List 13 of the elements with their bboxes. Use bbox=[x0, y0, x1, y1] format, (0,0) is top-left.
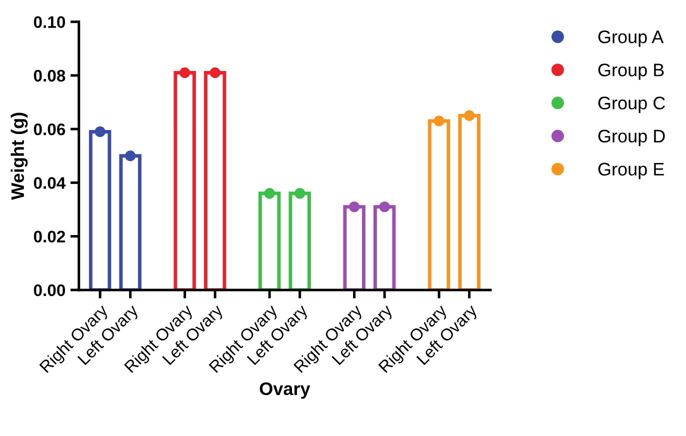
y-tick-label: 0.08 bbox=[34, 70, 66, 82]
y-tick-label: 0.02 bbox=[34, 230, 66, 243]
y-tick-label: 0.00 bbox=[34, 284, 66, 296]
y-tick-label: 0.04 bbox=[34, 177, 66, 189]
y-axis-title: Weight (g) bbox=[10, 112, 28, 200]
y-tick-label: 0.06 bbox=[34, 123, 66, 136]
legend-label: Group E bbox=[598, 162, 664, 180]
legend-label: Group C bbox=[598, 96, 665, 113]
legend-label: Group A bbox=[598, 30, 664, 47]
legend-label: Group B bbox=[598, 64, 664, 80]
y-tick-label: 0.10 bbox=[34, 16, 66, 28]
legend-label: Group D bbox=[598, 130, 665, 146]
x-axis-title: Ovary bbox=[260, 382, 310, 399]
